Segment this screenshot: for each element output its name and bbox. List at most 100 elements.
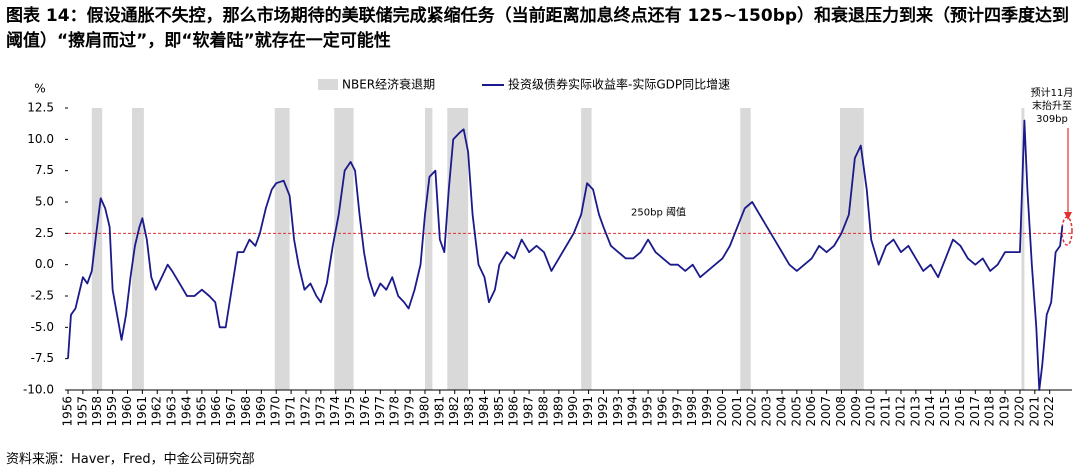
recession-band [274, 108, 290, 390]
x-tick-label: 1968 [239, 396, 253, 427]
legend-label: 投资级债券实际收益率-实际GDP同比增速 [508, 77, 730, 92]
forecast-annotation: 预计11月 [1031, 86, 1074, 99]
x-tick-label: 1988 [536, 396, 550, 427]
x-tick-label: 2016 [953, 396, 967, 427]
y-axis-label: % [34, 82, 45, 96]
x-tick-label: 2007 [819, 396, 833, 427]
x-tick-label: 2014 [923, 396, 937, 427]
x-tick-label: 2012 [893, 396, 907, 427]
x-tick-label: 1977 [373, 396, 387, 427]
x-tick-label: 1995 [641, 396, 655, 427]
x-tick-label: 1987 [522, 396, 536, 427]
y-tick-label: 0.0 [35, 257, 54, 271]
x-tick-label: 1982 [447, 396, 461, 427]
x-tick-label: 1992 [596, 396, 610, 427]
threshold-annotation: 250bp 阈值 [631, 205, 686, 218]
y-tick-label: -10.0 [23, 383, 54, 397]
x-tick-label: 1979 [403, 396, 417, 427]
x-tick-label: 1970 [269, 396, 283, 427]
recession-band [839, 108, 864, 390]
y-tick-label: 5.0 [35, 195, 54, 209]
x-tick-label: 1993 [611, 396, 625, 427]
x-tick-label: 2015 [938, 396, 952, 427]
x-tick-label: 1981 [432, 396, 446, 427]
x-tick-label: 2017 [968, 396, 982, 427]
x-tick-label: 2010 [864, 396, 878, 427]
y-tick-label: -5.0 [31, 320, 54, 334]
x-tick-label: 2008 [834, 396, 848, 427]
x-tick-label: 2004 [774, 396, 788, 427]
x-tick-label: 1999 [700, 396, 714, 427]
y-tick-label: -2.5 [31, 289, 54, 303]
x-tick-label: 1960 [120, 396, 134, 427]
chart-title: 图表 14：假设通胀不失控，那么市场期待的美联储完成紧缩任务（当前距离加息终点还… [6, 6, 1070, 51]
recession-band [740, 108, 751, 390]
y-tick-label: -7.5 [31, 351, 54, 365]
y-tick-label: 7.5 [35, 163, 54, 177]
x-tick-label: 1956 [61, 396, 75, 427]
x-tick-label: 2022 [1042, 396, 1056, 427]
x-tick-label: 1972 [298, 396, 312, 427]
x-tick-label: 1971 [284, 396, 298, 427]
source-note: 资料来源：Haver，Fred，中金公司研究部 [6, 452, 255, 467]
x-tick-label: 1998 [685, 396, 699, 427]
x-tick-label: 1990 [566, 396, 580, 427]
recession-band [447, 108, 469, 390]
recession-band [334, 108, 354, 390]
x-tick-label: 1964 [179, 396, 193, 427]
x-tick-label: 1973 [313, 396, 327, 427]
x-tick-label: 1997 [670, 396, 684, 427]
x-tick-label: 1996 [655, 396, 669, 427]
x-tick-label: 1978 [388, 396, 402, 427]
x-tick-label: 2002 [745, 396, 759, 427]
x-tick-label: 2020 [1012, 396, 1026, 427]
x-tick-label: 2009 [849, 396, 863, 427]
x-tick-label: 1983 [462, 396, 476, 427]
x-tick-label: 2006 [804, 396, 818, 427]
x-tick-label: 2013 [908, 396, 922, 427]
y-tick-label: 2.5 [35, 226, 54, 240]
x-tick-label: 1962 [150, 396, 164, 427]
x-tick-label: 2011 [879, 396, 893, 427]
recession-band [131, 108, 144, 390]
x-tick-label: 1989 [551, 396, 565, 427]
x-tick-label: 2005 [789, 396, 803, 427]
x-tick-label: 1976 [358, 396, 372, 427]
data-line [67, 119, 1064, 391]
recession-band [581, 108, 592, 390]
x-tick-label: 2019 [998, 396, 1012, 427]
forecast-annotation: 末抬升至 [1032, 99, 1072, 112]
recession-band [424, 108, 433, 390]
x-tick-label: 2003 [760, 396, 774, 427]
x-tick-label: 1980 [417, 396, 431, 427]
recession-band [91, 108, 103, 390]
legend-swatch [318, 79, 338, 90]
y-tick-label: 12.5 [27, 101, 54, 115]
x-tick-label: 1959 [105, 396, 119, 427]
highlight-ellipse [1061, 216, 1073, 246]
recession-band [1021, 108, 1025, 390]
x-tick-label: 1957 [75, 396, 89, 427]
x-tick-label: 1975 [343, 396, 357, 427]
x-tick-label: 1965 [194, 396, 208, 427]
x-tick-label: 1986 [507, 396, 521, 427]
x-tick-label: 1967 [224, 396, 238, 427]
x-tick-label: 2018 [983, 396, 997, 427]
x-tick-label: 1991 [581, 396, 595, 427]
x-tick-label: 2000 [715, 396, 729, 427]
x-tick-label: 1958 [90, 396, 104, 427]
x-tick-label: 1985 [492, 396, 506, 427]
x-tick-label: 1961 [135, 396, 149, 427]
x-tick-label: 1974 [328, 396, 342, 427]
annotation-arrowhead [1064, 212, 1072, 220]
x-tick-label: 1994 [626, 396, 640, 427]
chart: % 12.5 10.0 7.5 5.0 2.5 0.0 -2.5 -5.0 -7.5 -10.0 1… [23, 77, 1074, 427]
y-tick-label: 10.0 [27, 132, 54, 146]
forecast-annotation: 309bp [1036, 114, 1068, 125]
x-tick-label: 1984 [477, 396, 491, 427]
x-tick-label: 2021 [1027, 396, 1041, 427]
x-tick-label: 1963 [165, 396, 179, 427]
x-tick-label: 2001 [730, 396, 744, 427]
x-tick-label: 1969 [254, 396, 268, 427]
